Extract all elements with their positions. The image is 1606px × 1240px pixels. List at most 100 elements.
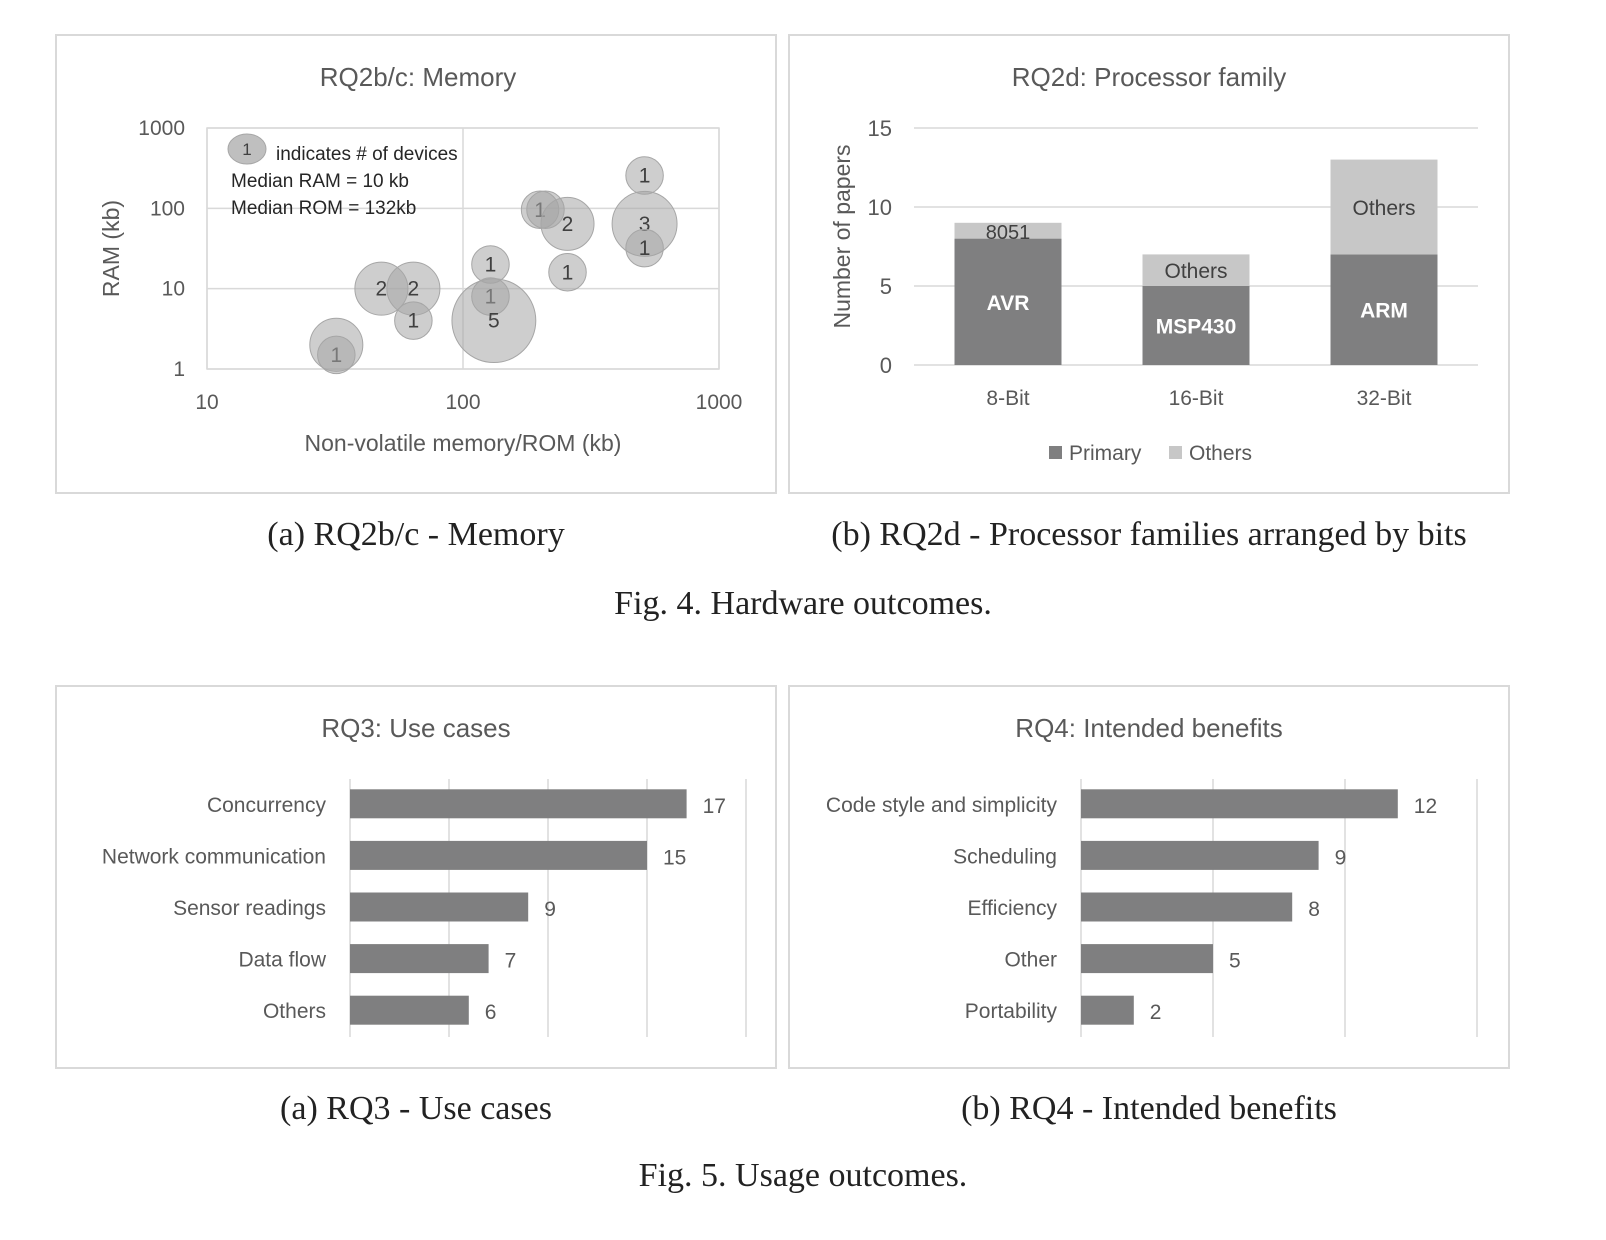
y-tick-label: 5 [880,274,892,299]
bubble-label: 2 [562,213,574,236]
bar [350,995,469,1025]
value-label: 15 [663,846,686,869]
category-label: Code style and simplicity [826,794,1058,817]
median-rom-note: Median ROM = 132kb [231,198,416,219]
category-label: Concurrency [207,794,327,817]
bubble [394,301,433,340]
fig5-subcaption-b: (b) RQ4 - Intended benefits [961,1090,1337,1127]
bubble-label: 5 [488,310,500,333]
x-tick-label: 8-Bit [986,387,1029,410]
legend-sample-label: 1 [242,140,251,159]
processor-chart-panel: RQ2d: Processor family 0 5 10 15 Number of pa… [788,34,1510,494]
x-tick-label: 1000 [696,391,743,414]
bar-primary-label: AVR [987,292,1030,315]
y-axis-label: Number of papers [829,144,855,328]
bubble-label: 1 [408,310,420,333]
bubble [540,196,595,251]
category-label: Network communication [102,845,326,868]
bubble-label: 1 [639,165,651,188]
bubble-label: 3 [639,213,651,236]
y-tick-label: 10 [868,195,892,220]
x-tick-label: 100 [445,391,480,414]
value-label: 8 [1308,898,1320,921]
value-label: 5 [1229,950,1241,973]
median-ram-note: Median RAM = 10 kb [231,171,409,192]
chart-title: RQ2d: Processor family [1012,62,1287,92]
category-label: Sensor readings [173,897,326,920]
bar-primary-label: MSP430 [1156,316,1237,339]
y-tick-label: 1000 [138,117,185,140]
category-label: Others [263,1000,326,1023]
bar [1081,789,1398,819]
bar-others [1142,254,1250,286]
y-axis-label: RAM (kb) [98,200,124,297]
bubble [625,228,664,268]
x-tick-label: 16-Bit [1169,387,1224,410]
legend-label: Primary [1069,442,1142,465]
y-tick-label: 100 [150,197,185,220]
memory-bubble-chart: RQ2b/c: Memory 10 100 1000 1 10 100 1000 Non-vol… [98,62,743,456]
value-label: 6 [485,1001,497,1024]
bubble [451,278,537,364]
bar-others [1330,159,1438,255]
x-axis-label: Non-volatile memory/ROM (kb) [305,430,622,456]
bar-others-label: Others [1352,197,1415,220]
x-tick-label: 32-Bit [1357,387,1412,410]
bar [1081,944,1213,974]
benefits-chart-panel: RQ4: Intended benefits Code style and sim… [788,685,1510,1069]
value-label: 9 [1335,846,1347,869]
value-label: 12 [1414,795,1437,818]
bubble [548,253,587,292]
category-label: Efficiency [968,897,1058,920]
fig4-caption: Fig. 4. Hardware outcomes. [614,585,992,622]
legend-label: Others [1189,442,1252,465]
bubble-label: 2 [376,278,388,301]
fig4-subcaption-b: (b) RQ2d - Processor families arranged b… [831,516,1467,553]
fig5-subcaption-a: (a) RQ3 - Use cases [280,1090,552,1127]
bar [350,789,687,819]
bar-others-label: 8051 [986,222,1031,244]
value-label: 2 [1150,1001,1162,1024]
bar [350,944,489,974]
bar-primary [954,238,1062,365]
category-label: Portability [965,1000,1058,1023]
y-tick-label: 10 [162,278,185,301]
bar [1081,892,1293,922]
bubble-label: 1 [562,261,574,284]
use-cases-chart-panel: RQ3: Use cases Concurrency 17 Network commu… [55,685,777,1069]
bubble [309,317,364,372]
value-label: 9 [544,898,556,921]
category-label: Data flow [238,949,326,972]
legend-swatch [1049,446,1062,459]
value-label: 7 [505,950,517,973]
bar [350,840,647,870]
bar-others [954,222,1062,239]
legend-swatch [1169,446,1182,459]
bar-primary [1142,286,1250,365]
bar-primary-label: ARM [1360,300,1408,323]
legend-text: indicates # of devices [276,144,458,165]
bar [350,892,529,922]
legend-sample-bubble [227,133,267,165]
bar-primary [1330,254,1438,365]
chart-title: RQ2b/c: Memory [320,62,517,92]
category-label: Scheduling [953,845,1057,868]
bubble-label: 1 [639,237,651,260]
chart-title: RQ3: Use cases [321,713,510,743]
y-tick-label: 1 [173,358,185,381]
memory-chart-panel: RQ2b/c: Memory 10 100 1000 1 10 100 1000 Non-vol… [55,34,777,494]
value-label: 17 [703,795,726,818]
x-tick-label: 10 [195,391,218,414]
y-tick-label: 15 [868,116,892,141]
use-cases-bar-chart: RQ3: Use cases Concurrency 17 Network commu… [102,713,747,1037]
processor-stacked-bar-chart: RQ2d: Processor family 0 5 10 15 Number of pa… [829,62,1478,465]
bar-others-label: Others [1164,260,1227,283]
chart-title: RQ4: Intended benefits [1015,713,1282,743]
bubble-label: 2 [408,278,420,301]
y-tick-label: 0 [880,353,892,378]
bubble-label: 1 [485,253,497,276]
fig4-subcaption-a: (a) RQ2b/c - Memory [267,516,565,553]
category-label: Other [1004,949,1057,972]
benefits-bar-chart: RQ4: Intended benefits Code style and sim… [826,713,1478,1037]
bar [1081,840,1319,870]
